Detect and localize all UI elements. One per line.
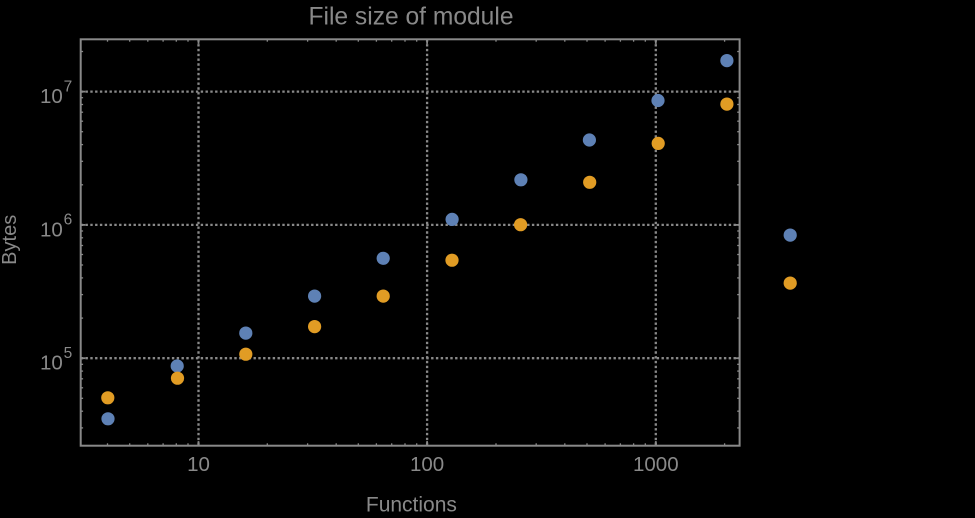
- svg-text:5: 5: [64, 345, 73, 362]
- svg-text:Functions: Functions: [366, 493, 457, 513]
- svg-text:6: 6: [64, 212, 73, 229]
- svg-text:7: 7: [64, 78, 73, 95]
- svg-text:Bytes: Bytes: [0, 215, 21, 265]
- svg-text:10: 10: [187, 453, 210, 476]
- svg-text:10: 10: [40, 218, 63, 241]
- svg-text:File size of module: File size of module: [308, 4, 513, 31]
- svg-text:10: 10: [40, 352, 63, 375]
- svg-text:100: 100: [410, 453, 444, 476]
- svg-text:1000: 1000: [633, 453, 679, 476]
- svg-text:10: 10: [40, 85, 63, 108]
